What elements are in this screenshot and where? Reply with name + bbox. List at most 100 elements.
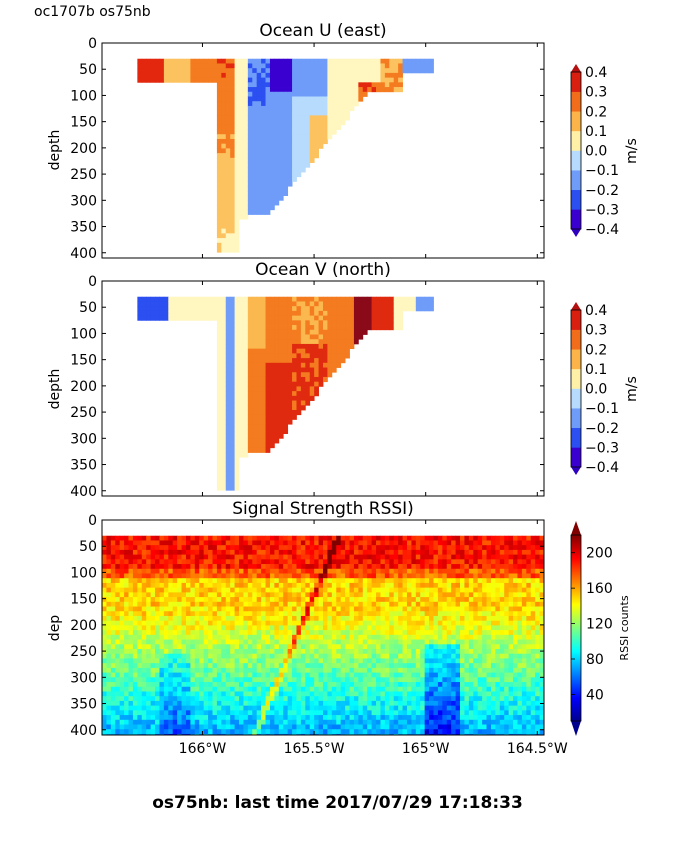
field-cell (256, 334, 262, 340)
y-tick-label: 150 (70, 115, 97, 131)
field-cell (318, 120, 324, 126)
field-cell (115, 554, 121, 560)
field-cell (261, 63, 266, 69)
field-cell (150, 625, 156, 631)
field-cell (345, 587, 350, 593)
field-cell (270, 739, 275, 744)
field-cell (243, 649, 249, 655)
field-cell (185, 705, 191, 711)
field-cell (345, 620, 350, 626)
field-cell (177, 649, 182, 655)
field-cell (150, 663, 156, 669)
field-cell (155, 301, 160, 307)
field-cell (199, 77, 205, 83)
field-cell (150, 691, 156, 697)
field-cell (256, 433, 262, 439)
field-cell (137, 615, 143, 622)
field-cell (172, 58, 178, 64)
field-cell (269, 367, 275, 373)
field-cell (314, 306, 319, 312)
field-cell (269, 724, 275, 730)
field-cell (371, 573, 377, 579)
field-cell (190, 535, 196, 541)
field-cell (327, 729, 333, 735)
field-cell (212, 672, 218, 678)
field-cell (265, 400, 271, 406)
field-cell (274, 696, 280, 702)
field-cell (300, 663, 306, 669)
field-cell (243, 719, 249, 725)
field-cell (252, 549, 258, 556)
field-cell (216, 63, 222, 69)
field-cell (252, 181, 258, 187)
field-cell (314, 143, 319, 149)
field-cell (345, 568, 350, 574)
field-cell (225, 214, 231, 220)
field-cell (234, 733, 240, 735)
field-cell (274, 77, 280, 83)
field-cell (314, 343, 319, 350)
field-cell (252, 433, 258, 439)
field-cell (225, 705, 231, 711)
field-cell (353, 77, 359, 83)
field-cell (119, 592, 125, 598)
field-cell (371, 667, 377, 673)
colorbar-frame (570, 71, 582, 230)
field-cell (309, 138, 315, 145)
field-cell (194, 700, 200, 707)
field-cell (261, 320, 266, 326)
field-cell (358, 301, 364, 307)
field-cell (283, 82, 289, 88)
field-cell (340, 639, 346, 645)
field-cell (287, 634, 293, 640)
field-cell (155, 634, 160, 640)
field-cell (239, 535, 244, 541)
field-cell (225, 696, 231, 702)
field-cell (141, 68, 147, 74)
field-cell (141, 587, 147, 593)
field-cell (314, 658, 319, 664)
field-cell (239, 630, 244, 636)
field-cell (296, 554, 302, 560)
field-cell (300, 91, 306, 97)
field-cell (327, 719, 333, 725)
field-cell (367, 68, 373, 74)
field-cell (362, 672, 368, 678)
field-cell (292, 353, 297, 359)
field-cell (256, 667, 262, 673)
field-cell (256, 72, 262, 79)
field-cell (269, 564, 275, 570)
field-cell (323, 343, 328, 350)
field-cell (225, 715, 231, 721)
field-cell (340, 334, 346, 340)
field-cell (371, 597, 377, 603)
field-cell (380, 545, 386, 551)
field-cell (234, 376, 240, 383)
field-cell (247, 205, 253, 211)
field-cell (367, 677, 373, 683)
field-cell (225, 157, 231, 163)
field-cell (221, 587, 227, 593)
field-cell (230, 129, 235, 135)
field-cell (340, 691, 346, 697)
field-cell (185, 672, 191, 678)
field-cell (345, 606, 350, 612)
field-cell (163, 72, 169, 79)
field-cell (216, 306, 222, 312)
field-cell (208, 545, 213, 551)
field-cell (221, 582, 227, 589)
field-cell (221, 348, 227, 354)
field-cell (314, 630, 319, 636)
field-cell (124, 724, 129, 730)
field-cell (265, 395, 271, 401)
field-cell (230, 148, 235, 154)
field-cell (247, 710, 253, 716)
field-cell (309, 653, 315, 659)
field-cell (247, 334, 253, 340)
field-cell (336, 653, 342, 659)
field-cell (256, 597, 262, 603)
field-cell (102, 592, 107, 598)
field-cell (212, 611, 218, 617)
field-cell (261, 129, 266, 135)
field-cell (239, 315, 244, 321)
